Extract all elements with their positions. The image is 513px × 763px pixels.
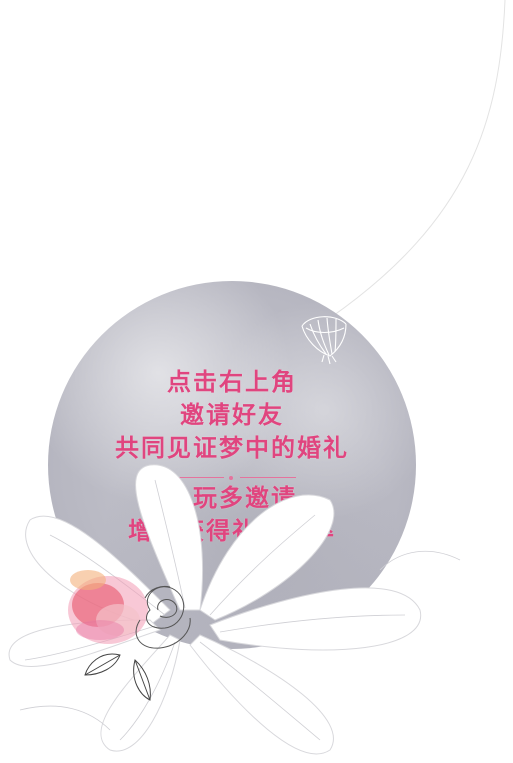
ornamental-divider bbox=[168, 476, 296, 480]
divider-rule-right bbox=[240, 477, 296, 478]
divider-dot bbox=[229, 476, 233, 480]
lantern-icon bbox=[301, 316, 347, 365]
invitation-line: 邀请好友 bbox=[180, 400, 284, 429]
divider-rule-left bbox=[168, 477, 224, 478]
flower-bouquet-illustration bbox=[8, 464, 461, 755]
invitation-text-top: 点击右上角 邀请好友 共同见证梦中的婚礼 bbox=[56, 365, 408, 464]
invitation-line: 点击右上角 bbox=[167, 367, 297, 396]
invitation-line: 共同见证梦中的婚礼 bbox=[115, 433, 349, 462]
